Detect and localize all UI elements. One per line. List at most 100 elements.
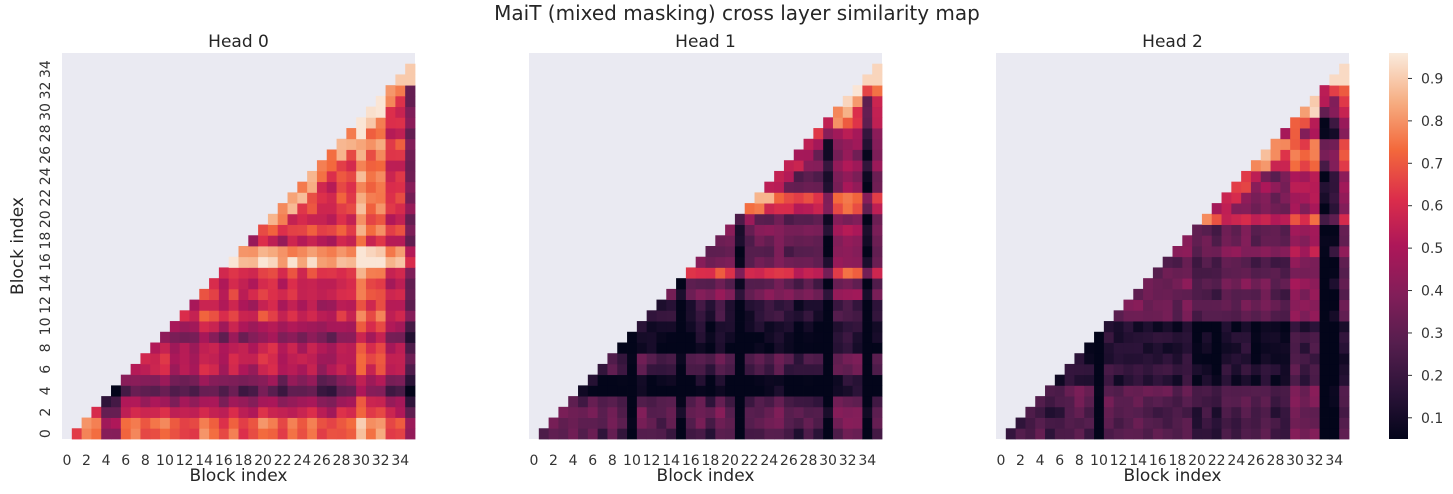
- heatmap-cell: [120, 374, 132, 386]
- heatmap-cell: [754, 321, 765, 333]
- heatmap-cell: [1260, 278, 1271, 290]
- heatmap-cell: [636, 342, 648, 354]
- heatmap-cell: [1319, 181, 1330, 193]
- heatmap-cell: [852, 353, 863, 365]
- heatmap-cell: [258, 321, 269, 333]
- figure-title: MaiT (mixed masking) cross layer similar…: [494, 1, 980, 25]
- heatmap-cell: [326, 428, 337, 440]
- x-tick-label: 2: [1016, 453, 1025, 469]
- heatmap-cell: [150, 363, 161, 376]
- heatmap-cell: [872, 417, 883, 429]
- heatmap-cell: [1221, 385, 1232, 397]
- heatmap-cell: [1270, 192, 1281, 204]
- heatmap-cell: [1309, 417, 1320, 429]
- heatmap-cell: [1162, 321, 1173, 333]
- heatmap-cell: [1270, 331, 1281, 343]
- heatmap-cell: [405, 267, 416, 279]
- heatmap-cell: [395, 385, 406, 397]
- heatmap-cell: [277, 331, 288, 343]
- heatmap-cell: [1201, 224, 1213, 236]
- heatmap-cell: [1162, 363, 1173, 376]
- heatmap-cell: [1319, 374, 1330, 386]
- heatmap-cell: [1339, 170, 1350, 183]
- heatmap-cell: [695, 406, 706, 418]
- heatmap-cell: [365, 170, 377, 183]
- y-tick-label: 2: [38, 408, 54, 417]
- heatmap-cell: [160, 406, 171, 418]
- heatmap-cell: [1192, 428, 1203, 440]
- heatmap-cell: [1260, 246, 1271, 258]
- heatmap-cell: [405, 224, 416, 236]
- heatmap-cell: [385, 160, 396, 172]
- heatmap-cell: [813, 203, 824, 215]
- heatmap-cell: [267, 428, 279, 440]
- heatmap-cell: [1299, 417, 1311, 429]
- heatmap-cell: [1309, 342, 1320, 354]
- heatmap-cell: [764, 310, 775, 322]
- heatmap-cell: [1250, 267, 1262, 279]
- heatmap-cell: [297, 288, 308, 301]
- heatmap-cell: [1152, 353, 1164, 365]
- heatmap-cell: [1329, 95, 1340, 108]
- heatmap-cell: [823, 310, 834, 322]
- heatmap-cell: [326, 256, 337, 268]
- heatmap-cell: [715, 331, 726, 343]
- heatmap-cell: [823, 288, 834, 301]
- heatmap-cell: [1260, 170, 1271, 183]
- heatmap-cell: [267, 310, 279, 322]
- heatmap-cell: [199, 374, 210, 386]
- heatmap-cell: [1201, 256, 1213, 268]
- heatmap-cell: [842, 192, 853, 204]
- heatmap-cell: [218, 374, 230, 386]
- heatmap-cell: [1103, 363, 1115, 376]
- heatmap-cell: [1319, 106, 1330, 118]
- heatmap-cell: [1270, 353, 1281, 365]
- heatmap-cell: [1299, 235, 1311, 247]
- heatmap-cell: [385, 396, 396, 408]
- heatmap-cell: [754, 353, 765, 365]
- heatmap-cell: [1290, 256, 1301, 268]
- heatmap-cell: [1172, 406, 1183, 418]
- heatmap-cell: [842, 428, 853, 440]
- heatmap-cell: [248, 428, 259, 440]
- heatmap-cell: [774, 374, 785, 386]
- heatmap-cell: [1250, 310, 1262, 322]
- x-tick-label: 12: [643, 453, 661, 469]
- heatmap-cell: [1113, 374, 1124, 386]
- heatmap-cell: [685, 310, 697, 322]
- heatmap-cell: [385, 288, 396, 301]
- x-tick-label: 32: [372, 453, 390, 469]
- heatmap-cell: [1221, 299, 1232, 311]
- heatmap-cell: [832, 192, 844, 204]
- heatmap-cell: [150, 396, 161, 408]
- heatmap-cell: [307, 385, 318, 397]
- heatmap-cell: [1241, 170, 1252, 183]
- heatmap-cell: [1270, 299, 1281, 311]
- heatmap-cell: [1201, 267, 1213, 279]
- heatmap-cell: [1309, 331, 1320, 343]
- heatmap-cell: [356, 428, 367, 440]
- heatmap-cell: [336, 192, 347, 204]
- heatmap-cell: [1299, 181, 1311, 193]
- heatmap-cell: [1045, 396, 1056, 408]
- heatmap-cell: [813, 224, 824, 236]
- heatmap-cell: [405, 117, 416, 129]
- heatmap-cell: [1299, 224, 1311, 236]
- heatmap-cell: [395, 256, 406, 268]
- heatmap-cell: [1319, 385, 1330, 397]
- heatmap-cell: [852, 95, 863, 108]
- heatmap-cell: [326, 192, 337, 204]
- heatmap-cell: [326, 170, 337, 183]
- heatmap-cell: [1329, 85, 1340, 97]
- heatmap-cell: [238, 342, 249, 354]
- heatmap-cell: [199, 331, 210, 343]
- heatmap-cell: [813, 406, 824, 418]
- heatmap-cell: [1280, 374, 1291, 386]
- heatmap-cell: [1339, 117, 1350, 129]
- heatmap-cell: [277, 342, 288, 354]
- heatmap-cell: [685, 374, 697, 386]
- heatmap-cell: [832, 128, 844, 140]
- heatmap-cell: [287, 417, 298, 429]
- heatmap-cell: [1329, 256, 1340, 268]
- heatmap-cell: [783, 385, 795, 397]
